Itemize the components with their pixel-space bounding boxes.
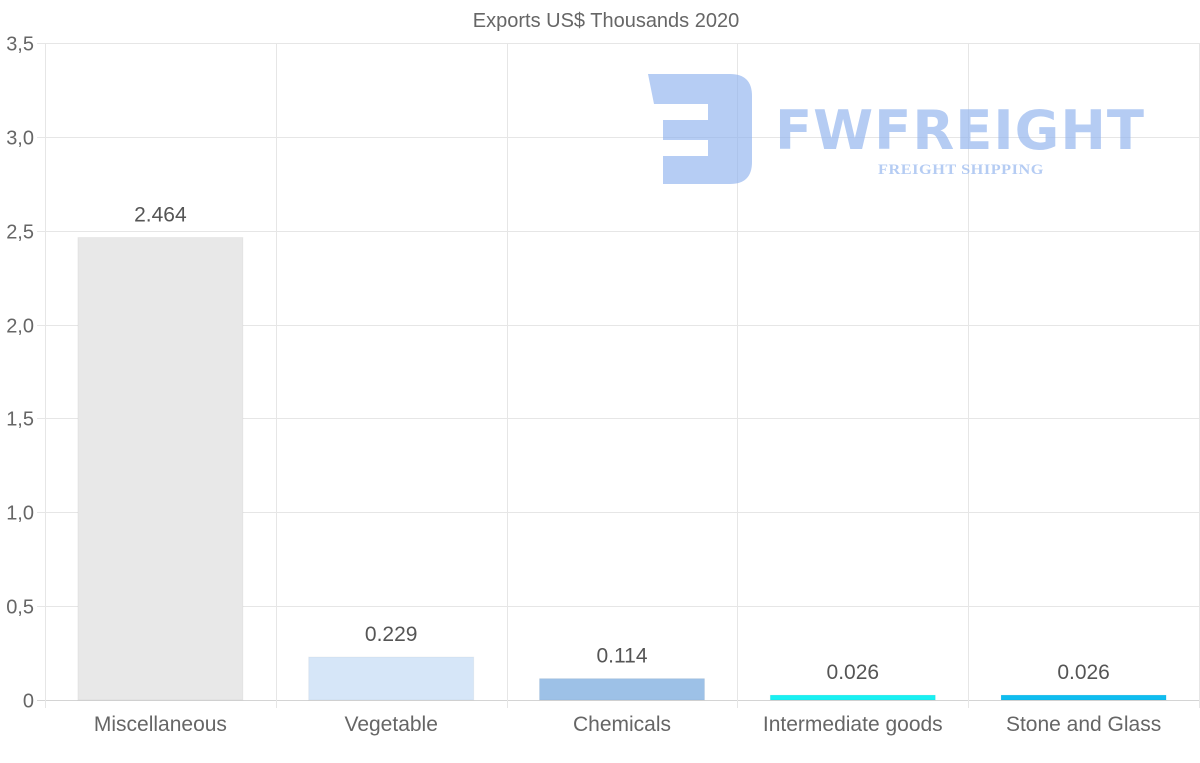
data-label: 0.114: [597, 645, 648, 668]
y-tick-label: 0: [23, 691, 34, 713]
bar-stone-and-glass: [1000, 694, 1167, 701]
bars: [77, 236, 1167, 701]
data-label: 0.026: [827, 661, 880, 684]
y-tick-label: 1,0: [6, 503, 34, 525]
y-tick-label: 2,5: [6, 222, 34, 244]
y-tick-label: 1,5: [6, 409, 34, 431]
bar-intermediate-goods: [769, 694, 936, 701]
x-tick-label: Vegetable: [344, 713, 437, 736]
y-tick-label: 3,5: [6, 34, 34, 56]
chart-title: Exports US$ Thousands 2020: [473, 10, 739, 32]
y-tick-label: 3,0: [6, 128, 34, 150]
watermark-brand: FWFREIGHT: [775, 99, 1145, 162]
data-label: 2.464: [134, 203, 187, 226]
bar-chemicals: [538, 678, 706, 701]
bar-vegetable: [308, 656, 475, 701]
y-tick-label: 0,5: [6, 597, 34, 619]
watermark-tagline: FREIGHT SHIPPING: [878, 162, 1044, 178]
y-axis: 0 0,5 1,0 1,5 2,0 2,5 3,0 3,5: [6, 34, 34, 713]
x-tick-label: Stone and Glass: [1006, 713, 1161, 736]
data-label: 0.229: [365, 623, 418, 646]
data-label: 0.026: [1057, 661, 1110, 684]
watermark: FWFREIGHT FREIGHT SHIPPING: [648, 74, 1145, 184]
bar-miscellaneous: [77, 236, 244, 701]
x-tick-label: Miscellaneous: [94, 713, 227, 736]
x-axis: Miscellaneous Vegetable Chemicals Intermedi…: [94, 713, 1161, 736]
watermark-logo-mark: [648, 74, 752, 184]
x-tick-label: Intermediate goods: [763, 713, 943, 736]
data-labels: 2.464 0.229 0.114 0.026 0.026: [134, 203, 1110, 684]
x-tick-label: Chemicals: [573, 713, 671, 736]
y-tick-label: 2,0: [6, 316, 34, 338]
